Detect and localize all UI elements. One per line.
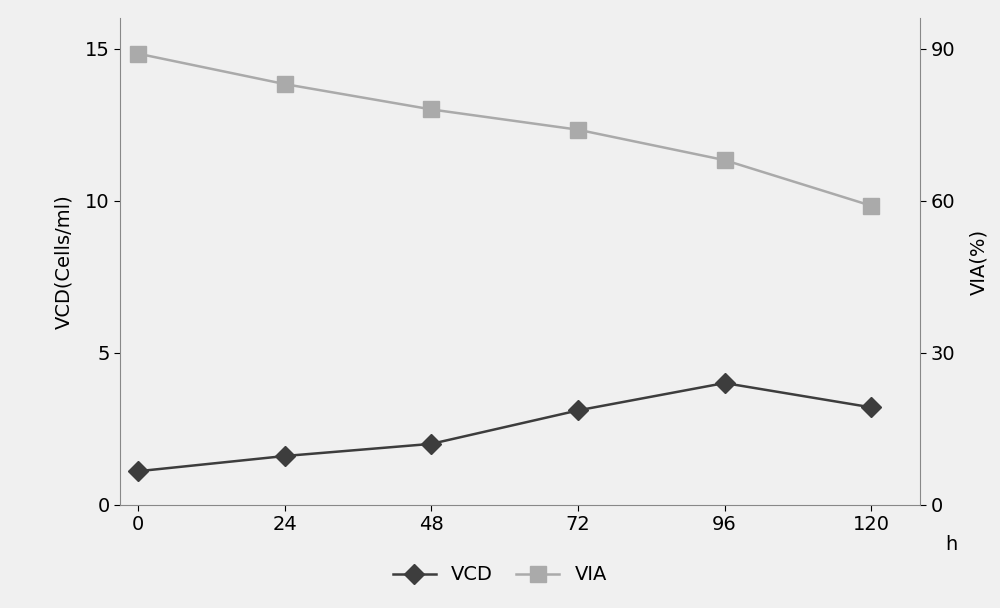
- Y-axis label: VIA(%): VIA(%): [969, 229, 988, 294]
- VCD: [279, 452, 291, 460]
- VCD: [132, 468, 144, 475]
- VIA: [279, 80, 291, 88]
- VIA: [425, 106, 437, 113]
- VCD: [719, 379, 731, 387]
- VIA: [865, 202, 877, 209]
- VIA: [572, 126, 584, 133]
- Line: VIA: VIA: [131, 46, 879, 213]
- VCD: [865, 404, 877, 411]
- VCD: [425, 440, 437, 447]
- Text: h: h: [945, 535, 957, 554]
- Y-axis label: VCD(Cells/ml): VCD(Cells/ml): [55, 194, 74, 329]
- VIA: [719, 156, 731, 164]
- Line: VCD: VCD: [131, 376, 878, 478]
- VIA: [132, 50, 144, 57]
- VCD: [572, 407, 584, 414]
- Legend: VCD, VIA: VCD, VIA: [385, 558, 615, 592]
